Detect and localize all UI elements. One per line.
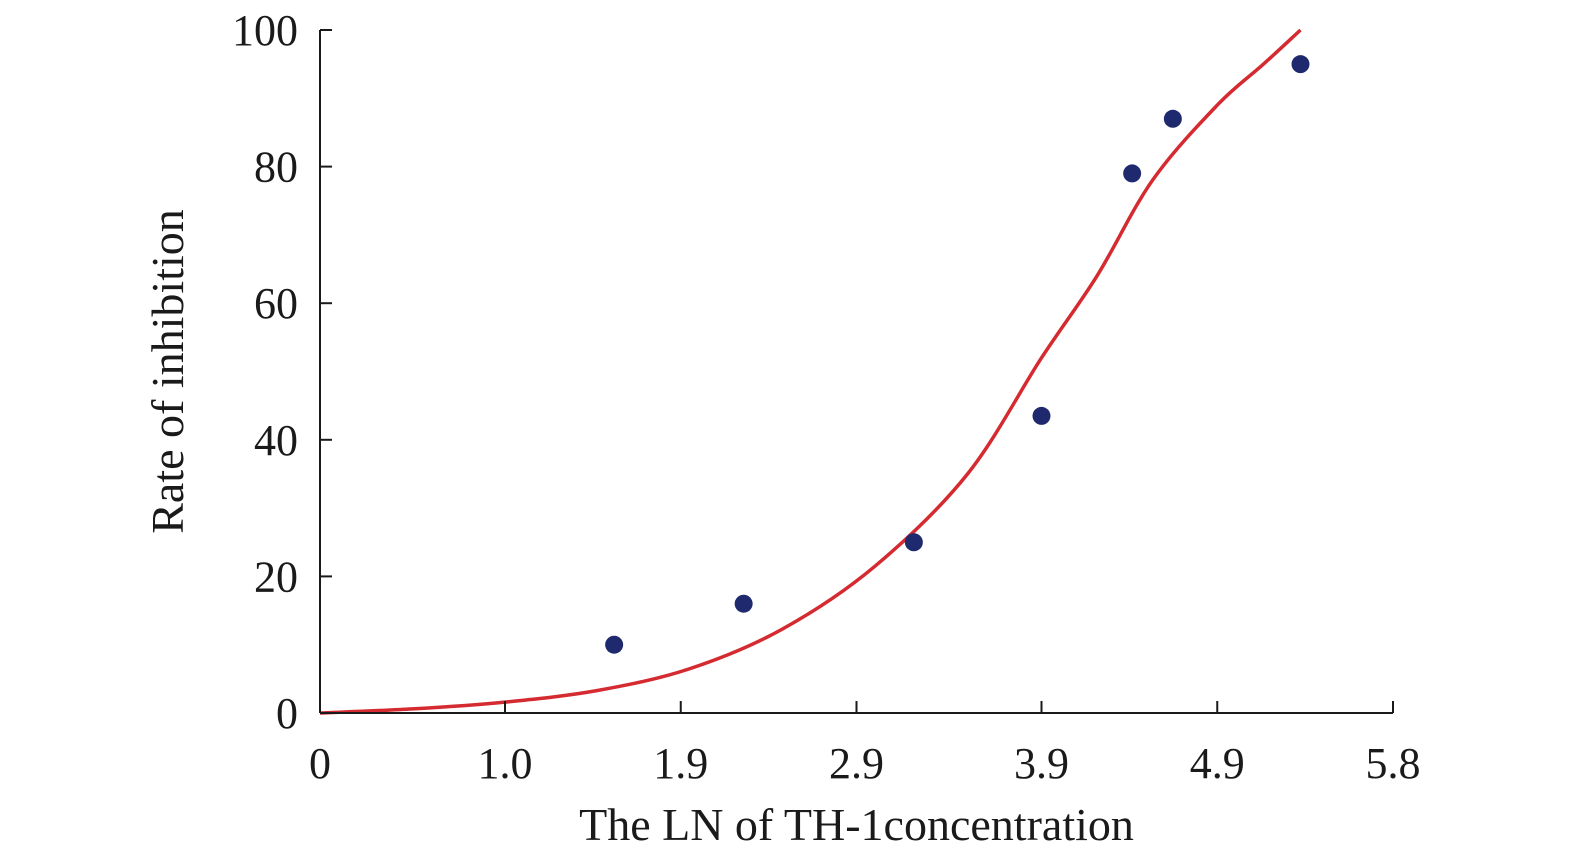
x-axis-ticks: 0 1.0 1.9 2.9 3.9 4.9 5.8 — [309, 701, 1421, 788]
y-tick-label: 0 — [276, 689, 298, 738]
data-point — [1163, 109, 1182, 128]
x-tick-label: 5.8 — [1366, 739, 1421, 788]
x-tick-label: 4.9 — [1190, 739, 1245, 788]
data-point — [1123, 164, 1142, 183]
y-tick-label: 60 — [254, 279, 298, 328]
x-tick-label: 1.9 — [653, 739, 708, 788]
x-tick-label: 2.9 — [829, 739, 884, 788]
data-point — [1032, 406, 1051, 425]
y-tick-label: 80 — [254, 143, 298, 192]
data-point — [734, 594, 753, 613]
data-point — [1291, 55, 1310, 74]
x-tick-label: 1.0 — [478, 739, 533, 788]
y-axis-ticks: 0 20 40 60 80 100 — [232, 6, 332, 738]
data-point — [605, 635, 624, 654]
data-point — [904, 533, 923, 552]
y-tick-label: 100 — [232, 6, 298, 55]
plot-area — [319, 28, 1310, 715]
x-axis-title: The LN of TH-1concentration — [579, 799, 1134, 850]
y-tick-label: 20 — [254, 552, 298, 601]
y-axis-title: Rate of inhibition — [142, 209, 193, 534]
y-tick-label: 40 — [254, 416, 298, 465]
x-tick-label: 0 — [309, 739, 331, 788]
x-tick-label: 3.9 — [1014, 739, 1069, 788]
fit-curve — [319, 28, 1302, 715]
